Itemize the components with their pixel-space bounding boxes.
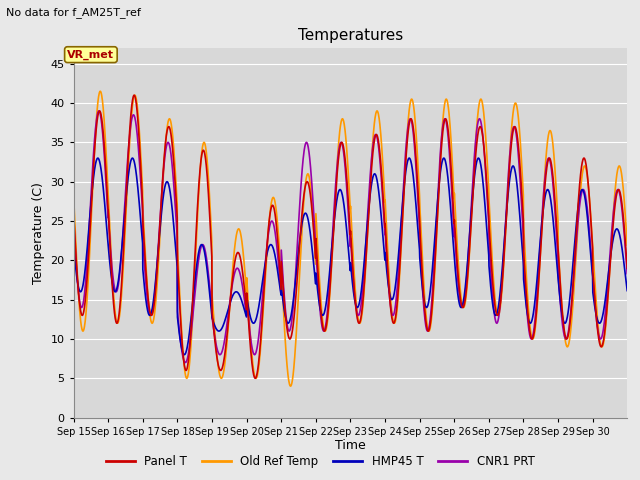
HMP45 T: [475, 155, 483, 161]
HMP45 T: [616, 232, 623, 238]
Old Ref Temp: [97, 88, 104, 94]
Old Ref Temp: [623, 242, 631, 248]
Legend: Panel T, Old Ref Temp, HMP45 T, CNR1 PRT: Panel T, Old Ref Temp, HMP45 T, CNR1 PRT: [100, 449, 540, 474]
Line: CNR1 PRT: CNR1 PRT: [74, 111, 627, 362]
Panel T: [549, 171, 557, 177]
Panel T: [623, 265, 631, 271]
Old Ref Temp: [125, 148, 133, 154]
Line: HMP45 T: HMP45 T: [74, 158, 627, 355]
X-axis label: Time: Time: [335, 439, 366, 453]
HMP45 T: [180, 352, 188, 358]
Old Ref Temp: [70, 193, 77, 199]
HMP45 T: [518, 235, 525, 240]
Panel T: [252, 375, 259, 381]
CNR1 PRT: [182, 360, 189, 365]
Panel T: [518, 185, 525, 191]
Old Ref Temp: [384, 254, 392, 260]
Old Ref Temp: [616, 164, 623, 169]
CNR1 PRT: [518, 200, 525, 205]
Old Ref Temp: [549, 139, 557, 145]
CNR1 PRT: [245, 319, 253, 324]
CNR1 PRT: [384, 276, 392, 281]
HMP45 T: [70, 243, 77, 249]
Old Ref Temp: [287, 383, 294, 389]
Text: No data for f_AM25T_ref: No data for f_AM25T_ref: [6, 7, 141, 18]
HMP45 T: [244, 306, 252, 312]
Y-axis label: Temperature (C): Temperature (C): [32, 182, 45, 284]
Panel T: [125, 141, 132, 146]
Panel T: [131, 92, 138, 98]
CNR1 PRT: [616, 191, 623, 197]
Line: Old Ref Temp: Old Ref Temp: [74, 91, 627, 386]
Text: VR_met: VR_met: [67, 49, 115, 60]
Panel T: [70, 210, 77, 216]
HMP45 T: [623, 288, 631, 293]
Panel T: [384, 271, 392, 277]
CNR1 PRT: [125, 138, 133, 144]
Old Ref Temp: [244, 306, 252, 312]
Old Ref Temp: [518, 157, 525, 163]
HMP45 T: [125, 168, 132, 174]
CNR1 PRT: [95, 108, 102, 114]
Title: Temperatures: Temperatures: [298, 28, 403, 43]
Line: Panel T: Panel T: [74, 95, 627, 378]
CNR1 PRT: [623, 271, 631, 276]
CNR1 PRT: [70, 219, 77, 225]
CNR1 PRT: [549, 178, 557, 184]
Panel T: [244, 320, 252, 325]
HMP45 T: [384, 278, 392, 284]
Panel T: [616, 189, 623, 194]
HMP45 T: [549, 213, 557, 219]
